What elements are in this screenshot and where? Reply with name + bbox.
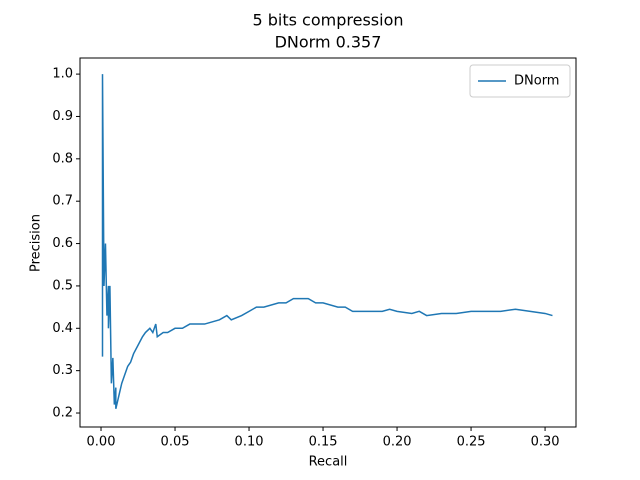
x-tick-label: 0.25 [457,435,486,450]
y-tick-label: 0.7 [52,194,73,209]
y-tick-label: 0.3 [52,363,73,378]
y-tick-label: 1.0 [52,67,73,82]
y-tick-label: 0.5 [52,278,73,293]
x-tick-label: 0.20 [383,435,412,450]
y-tick-label: 0.6 [52,236,73,251]
plot-frame [79,57,577,428]
chart-title: 5 bits compression [252,11,403,30]
x-tick-label: 0.05 [161,435,190,450]
y-tick-label: 0.8 [52,151,73,166]
x-tick-label: 0.10 [235,435,264,450]
y-tick-label: 0.9 [52,109,73,124]
x-tick-label: 0.30 [531,435,560,450]
data-line [101,74,553,409]
y-tick-label: 0.4 [52,321,73,336]
x-tick-label: 0.15 [309,435,338,450]
y-tick-label: 0.2 [52,406,73,421]
y-axis-label: Precision [29,214,44,272]
legend-box [469,64,571,98]
x-axis-label: Recall [309,455,348,470]
chart-subtitle: DNorm 0.357 [275,33,382,52]
legend-label: DNorm [514,74,559,89]
x-tick-label: 0.00 [87,435,116,450]
